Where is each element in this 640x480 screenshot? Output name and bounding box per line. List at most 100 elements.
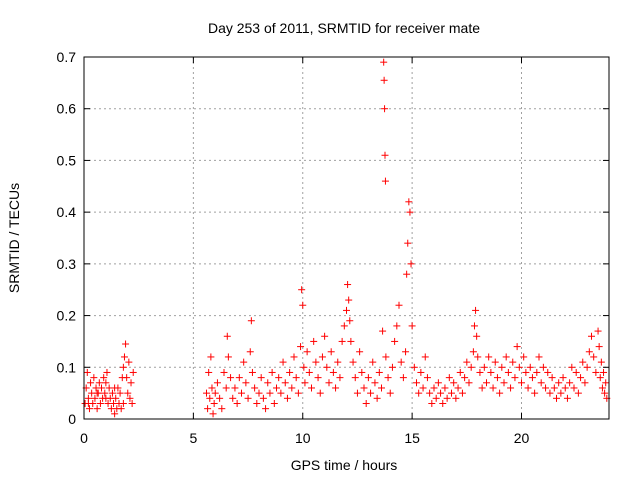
data-point xyxy=(504,368,512,376)
data-point xyxy=(351,374,359,382)
data-point xyxy=(594,327,602,335)
data-point xyxy=(371,379,379,387)
data-point xyxy=(349,358,357,366)
x-tick-label: 10 xyxy=(295,430,311,446)
data-point xyxy=(480,363,488,371)
data-point xyxy=(570,384,578,392)
data-point xyxy=(218,405,226,413)
data-point xyxy=(574,389,582,397)
data-point xyxy=(579,358,587,366)
data-point xyxy=(563,394,571,402)
data-point xyxy=(235,374,243,382)
data-point xyxy=(338,337,346,345)
data-point xyxy=(391,337,399,345)
data-point xyxy=(421,353,429,361)
x-tick-label: 0 xyxy=(80,430,88,446)
data-point xyxy=(297,343,305,351)
data-point xyxy=(384,374,392,382)
data-point xyxy=(404,239,412,247)
data-point xyxy=(381,177,389,185)
data-point xyxy=(496,389,504,397)
data-point xyxy=(119,363,127,371)
data-point xyxy=(123,374,131,382)
data-point xyxy=(602,379,610,387)
data-point xyxy=(332,384,340,392)
data-point xyxy=(222,384,230,392)
data-point xyxy=(375,368,383,376)
data-point xyxy=(220,368,228,376)
data-point xyxy=(522,368,530,376)
data-point xyxy=(539,363,547,371)
data-point xyxy=(472,306,480,314)
data-point xyxy=(268,368,276,376)
data-point xyxy=(300,363,308,371)
data-point xyxy=(353,389,361,397)
data-point xyxy=(542,384,550,392)
data-point xyxy=(275,374,283,382)
data-point xyxy=(240,358,248,366)
data-point xyxy=(369,358,377,366)
data-point xyxy=(410,363,418,371)
data-point xyxy=(402,348,410,356)
data-point xyxy=(408,322,416,330)
data-point xyxy=(209,410,217,418)
data-point xyxy=(233,399,241,407)
data-point xyxy=(518,379,525,387)
data-point xyxy=(581,379,589,387)
data-point xyxy=(244,394,252,402)
data-point xyxy=(323,363,331,371)
data-point xyxy=(122,340,130,348)
data-point xyxy=(305,368,313,376)
data-point xyxy=(430,384,438,392)
plot-frame xyxy=(83,56,610,420)
data-point xyxy=(434,379,442,387)
axis-ticks: 0 0.1 0.2 0.3 0.4 0.5 0.6 0.7 0 5 10 15 20 xyxy=(57,49,609,446)
data-point xyxy=(288,384,296,392)
data-point xyxy=(568,363,576,371)
data-point xyxy=(515,363,523,371)
data-point xyxy=(502,353,510,361)
data-point xyxy=(360,384,368,392)
data-point xyxy=(566,379,574,387)
data-point xyxy=(561,384,569,392)
data-point xyxy=(298,286,306,294)
data-point xyxy=(533,368,541,376)
data-point xyxy=(205,368,213,376)
data-point xyxy=(292,374,300,382)
data-point xyxy=(301,379,309,387)
data-point xyxy=(91,394,99,402)
data-point xyxy=(592,368,600,376)
data-point xyxy=(124,389,132,397)
data-point xyxy=(450,379,458,387)
data-point xyxy=(273,384,280,392)
data-point xyxy=(405,198,413,206)
data-point xyxy=(308,384,315,392)
data-point xyxy=(101,389,109,397)
y-tick-label: 0.2 xyxy=(57,308,77,324)
data-point xyxy=(395,301,403,309)
data-point xyxy=(246,348,254,356)
data-point xyxy=(112,394,120,402)
data-point xyxy=(336,374,344,382)
data-point xyxy=(102,394,110,402)
x-axis-label: GPS time / hours xyxy=(291,457,398,473)
y-tick-label: 0.7 xyxy=(57,49,77,65)
data-point xyxy=(95,379,103,387)
data-point xyxy=(500,379,508,387)
data-point xyxy=(493,374,501,382)
x-tick-label: 20 xyxy=(514,430,530,446)
data-point xyxy=(596,374,604,382)
data-point xyxy=(367,389,375,397)
data-point xyxy=(270,399,278,407)
data-point xyxy=(463,358,471,366)
data-point xyxy=(393,322,401,330)
data-point xyxy=(206,394,214,402)
data-point xyxy=(83,368,91,376)
data-point xyxy=(407,260,415,268)
data-point xyxy=(310,337,318,345)
data-point xyxy=(264,379,272,387)
x-tick-label: 5 xyxy=(189,430,197,446)
data-point xyxy=(601,389,609,397)
data-point xyxy=(203,389,210,397)
data-point xyxy=(555,379,563,387)
